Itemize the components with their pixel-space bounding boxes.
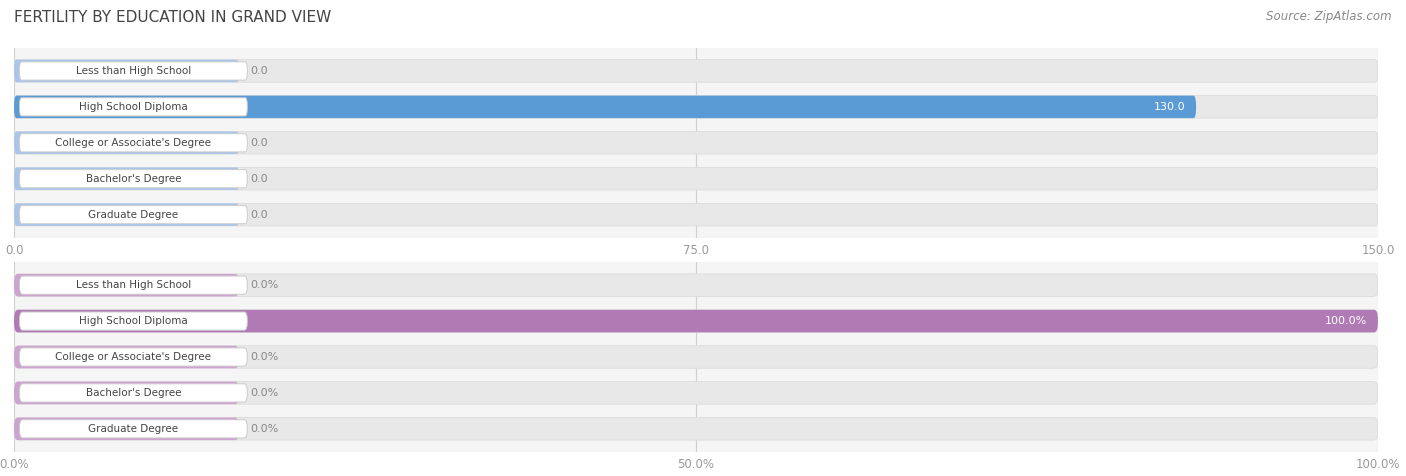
- FancyBboxPatch shape: [14, 60, 1378, 82]
- FancyBboxPatch shape: [14, 310, 1378, 332]
- FancyBboxPatch shape: [20, 276, 247, 294]
- Text: 0.0%: 0.0%: [250, 280, 278, 290]
- Text: 0.0: 0.0: [250, 209, 267, 219]
- Text: 0.0: 0.0: [250, 66, 267, 76]
- FancyBboxPatch shape: [20, 384, 247, 402]
- FancyBboxPatch shape: [14, 346, 1378, 368]
- FancyBboxPatch shape: [20, 348, 247, 366]
- Text: Bachelor's Degree: Bachelor's Degree: [86, 174, 181, 184]
- FancyBboxPatch shape: [20, 206, 247, 224]
- FancyBboxPatch shape: [14, 131, 239, 154]
- Text: 0.0%: 0.0%: [250, 388, 278, 398]
- FancyBboxPatch shape: [14, 310, 1378, 332]
- FancyBboxPatch shape: [14, 168, 1378, 190]
- Text: Bachelor's Degree: Bachelor's Degree: [86, 388, 181, 398]
- FancyBboxPatch shape: [14, 96, 1197, 118]
- Text: 0.0%: 0.0%: [250, 424, 278, 434]
- FancyBboxPatch shape: [14, 274, 239, 297]
- Text: Graduate Degree: Graduate Degree: [89, 424, 179, 434]
- Text: 130.0: 130.0: [1153, 102, 1185, 112]
- FancyBboxPatch shape: [14, 417, 239, 440]
- Text: Less than High School: Less than High School: [76, 280, 191, 290]
- FancyBboxPatch shape: [14, 96, 1378, 118]
- FancyBboxPatch shape: [14, 168, 239, 190]
- Text: Source: ZipAtlas.com: Source: ZipAtlas.com: [1267, 10, 1392, 22]
- FancyBboxPatch shape: [14, 382, 239, 404]
- FancyBboxPatch shape: [14, 60, 239, 82]
- FancyBboxPatch shape: [14, 274, 1378, 297]
- FancyBboxPatch shape: [14, 203, 239, 226]
- Text: 0.0: 0.0: [250, 174, 267, 184]
- FancyBboxPatch shape: [14, 417, 1378, 440]
- Text: College or Associate's Degree: College or Associate's Degree: [55, 352, 211, 362]
- FancyBboxPatch shape: [14, 346, 239, 368]
- Text: High School Diploma: High School Diploma: [79, 102, 188, 112]
- FancyBboxPatch shape: [14, 203, 1378, 226]
- Text: 0.0: 0.0: [250, 138, 267, 148]
- Text: High School Diploma: High School Diploma: [79, 316, 188, 326]
- Text: Less than High School: Less than High School: [76, 66, 191, 76]
- FancyBboxPatch shape: [20, 134, 247, 152]
- Text: 0.0%: 0.0%: [250, 352, 278, 362]
- FancyBboxPatch shape: [20, 62, 247, 80]
- Text: FERTILITY BY EDUCATION IN GRAND VIEW: FERTILITY BY EDUCATION IN GRAND VIEW: [14, 10, 332, 25]
- FancyBboxPatch shape: [20, 98, 247, 116]
- FancyBboxPatch shape: [20, 169, 247, 188]
- FancyBboxPatch shape: [20, 420, 247, 438]
- Text: 100.0%: 100.0%: [1324, 316, 1367, 326]
- FancyBboxPatch shape: [14, 382, 1378, 404]
- Text: Graduate Degree: Graduate Degree: [89, 209, 179, 219]
- FancyBboxPatch shape: [14, 131, 1378, 154]
- Text: College or Associate's Degree: College or Associate's Degree: [55, 138, 211, 148]
- FancyBboxPatch shape: [20, 312, 247, 330]
